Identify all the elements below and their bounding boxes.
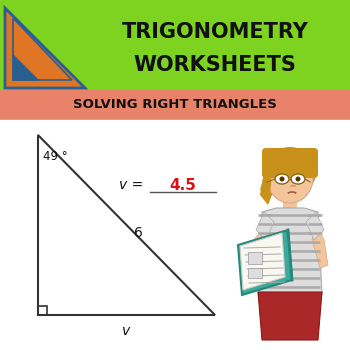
Polygon shape (306, 212, 324, 240)
Polygon shape (240, 222, 270, 260)
Ellipse shape (291, 174, 305, 184)
Ellipse shape (264, 147, 316, 197)
Ellipse shape (263, 177, 271, 189)
Bar (0, 90, 350, 120)
Text: 6: 6 (134, 226, 143, 240)
Bar (0, 120, 350, 350)
Polygon shape (256, 212, 274, 240)
Text: WORKSHEETS: WORKSHEETS (134, 55, 296, 75)
Polygon shape (238, 230, 292, 295)
Polygon shape (5, 8, 85, 88)
Polygon shape (258, 208, 322, 295)
Bar (0, 0, 350, 90)
Circle shape (295, 176, 301, 182)
Text: SOLVING RIGHT TRIANGLES: SOLVING RIGHT TRIANGLES (73, 98, 277, 112)
Bar (283, 200, 297, 212)
Ellipse shape (275, 174, 289, 184)
Polygon shape (260, 165, 272, 195)
Polygon shape (240, 233, 285, 290)
Bar (38, 306, 47, 315)
Polygon shape (312, 222, 328, 268)
Text: v: v (122, 324, 131, 338)
Text: 4.5: 4.5 (169, 177, 196, 192)
Text: TRIGONOMETRY: TRIGONOMETRY (121, 22, 308, 42)
Circle shape (280, 176, 285, 182)
Text: v =: v = (119, 178, 148, 192)
Bar (248, 268, 262, 278)
Polygon shape (258, 292, 322, 340)
Polygon shape (13, 55, 38, 80)
FancyBboxPatch shape (262, 148, 318, 178)
Text: 49 °: 49 ° (43, 150, 68, 163)
Ellipse shape (267, 153, 313, 203)
Polygon shape (260, 172, 276, 205)
Bar (248, 252, 262, 264)
